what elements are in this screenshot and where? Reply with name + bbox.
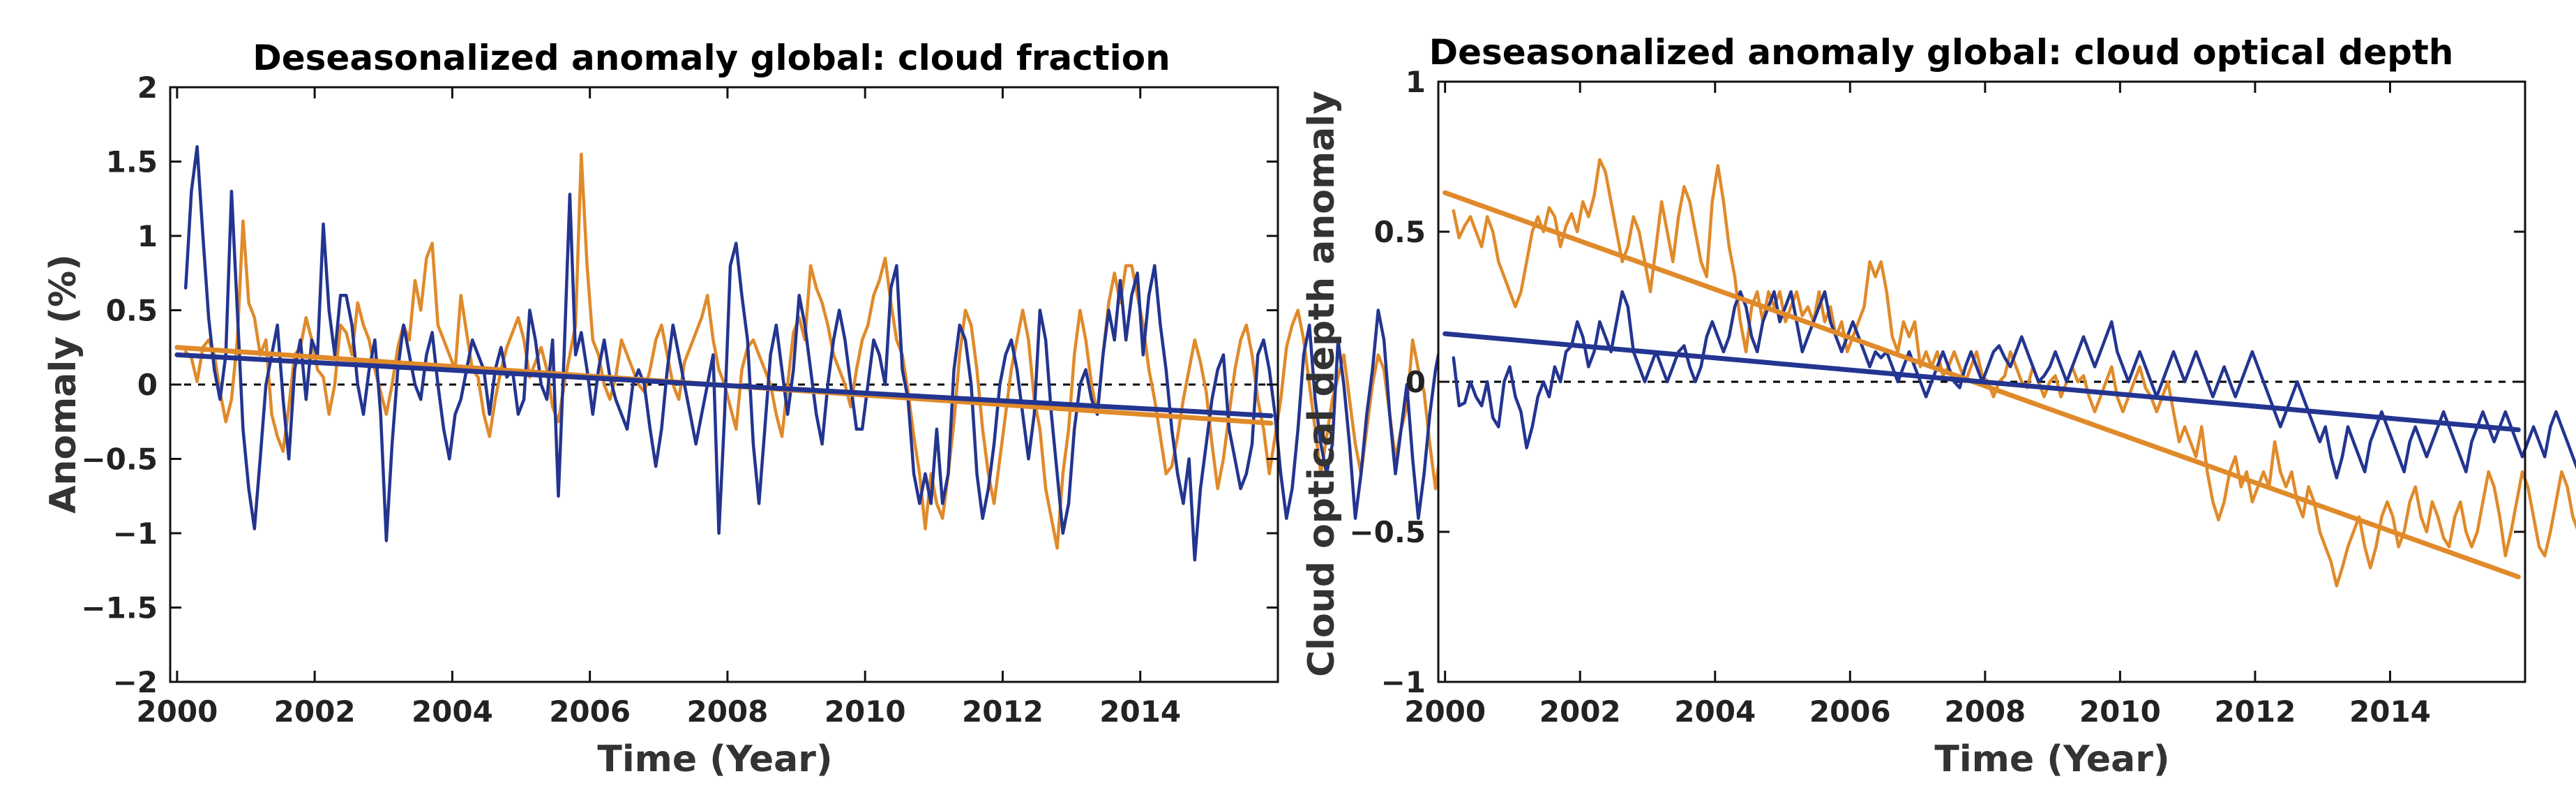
- y-tick-label: 0: [1406, 365, 1426, 399]
- y-tick-label: −1: [1381, 665, 1426, 699]
- x-tick-label: 2002: [274, 694, 356, 729]
- y-tick-label: −0.5: [1349, 515, 1426, 549]
- y-tick-label: 0.5: [106, 294, 158, 328]
- trend-line-blue-trend: [174, 352, 1274, 419]
- x-tick-label: 2014: [1099, 694, 1181, 729]
- y-tick-label: −0.5: [81, 442, 158, 477]
- trend-line-blue-trend: [1443, 331, 2521, 433]
- chart-title: Deseasonalized anomaly global: cloud fra…: [253, 38, 1170, 78]
- y-tick-label: 1.5: [106, 145, 158, 179]
- y-tick-label: −1.5: [81, 591, 158, 625]
- y-axis-label: Anomaly (%): [43, 254, 84, 514]
- y-tick-label: 0.5: [1374, 215, 1426, 249]
- y-tick-label: 1: [137, 219, 158, 253]
- x-tick-label: 2008: [686, 694, 768, 729]
- x-tick-label: 2006: [549, 694, 631, 729]
- y-tick-label: 2: [137, 70, 158, 105]
- x-tick-label: 2010: [2079, 694, 2161, 729]
- x-tick-label: 2008: [1944, 694, 2026, 729]
- x-tick-label: 2012: [2214, 694, 2296, 729]
- y-tick-label: −1: [113, 516, 158, 551]
- x-tick-label: 2000: [1404, 694, 1486, 729]
- y-tick-label: −2: [113, 665, 158, 699]
- y-tick-label: 1: [1406, 65, 1426, 99]
- x-tick-label: 2002: [1539, 694, 1621, 729]
- series-line-orange-series: [1452, 158, 2576, 588]
- x-axis-label: Time (Year): [1934, 738, 2169, 780]
- chart-title: Deseasonalized anomaly global: cloud opt…: [1429, 32, 2454, 73]
- x-tick-label: 2010: [824, 694, 906, 729]
- x-tick-label: 2006: [1809, 694, 1891, 729]
- x-axis-label: Time (Year): [597, 738, 832, 780]
- x-tick-label: 2014: [2349, 694, 2431, 729]
- series-line-blue-series: [183, 144, 1575, 562]
- x-tick-label: 2012: [962, 694, 1044, 729]
- panel-b: Deseasonalized anomaly global: cloud opt…: [1301, 32, 2576, 780]
- y-axis-label: Cloud optical depth anomaly: [1301, 91, 1343, 677]
- x-tick-label: 2004: [1674, 694, 1756, 729]
- x-tick-label: 2004: [412, 694, 493, 729]
- series-line-blue-series: [1452, 290, 2576, 479]
- y-tick-label: 0: [137, 368, 158, 402]
- series-line-orange-series: [183, 152, 1564, 550]
- panel-a: Deseasonalized anomaly global: cloud fra…: [43, 38, 1575, 780]
- trend-line-orange-trend: [1443, 190, 2521, 579]
- x-tick-label: 2000: [136, 694, 218, 729]
